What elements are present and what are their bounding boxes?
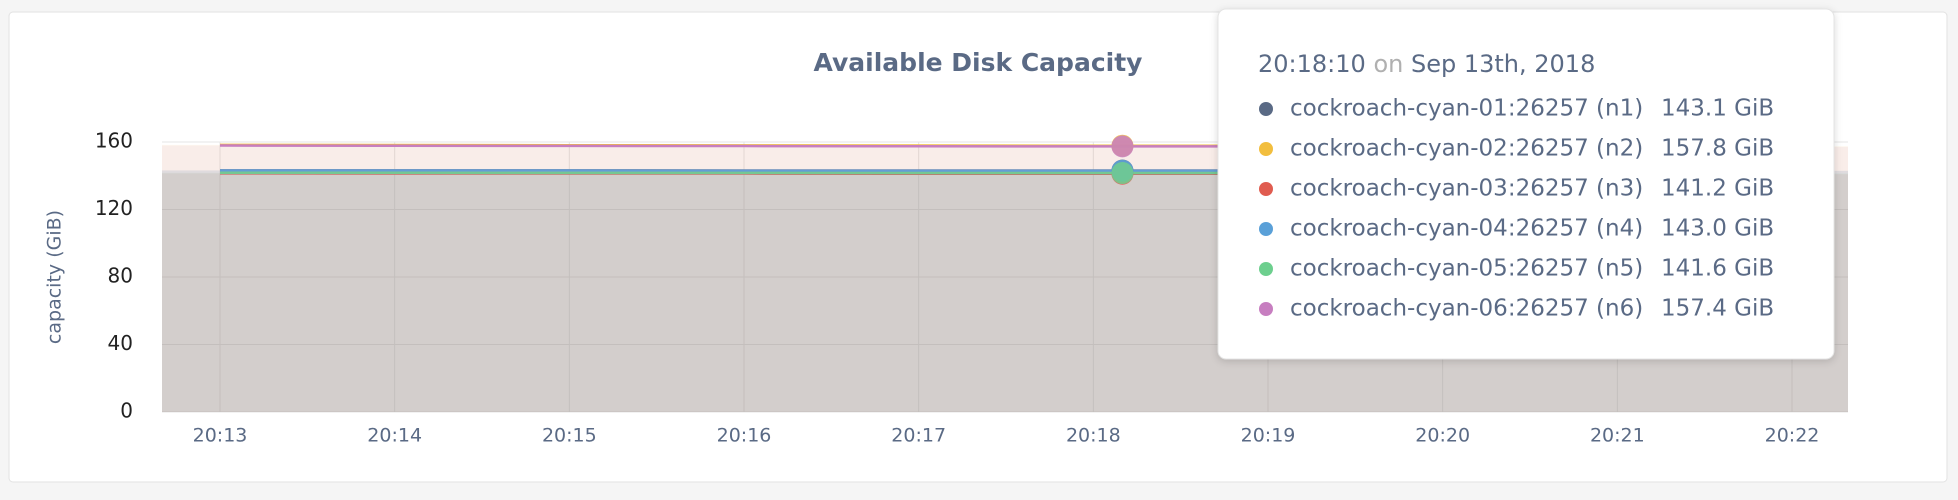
legend-name: cockroach-cyan-02:26257 (n2) (1290, 136, 1643, 162)
x-tick-label: 20:21 (1590, 425, 1645, 447)
tooltip-value: 141.6 GiB (1661, 256, 1774, 282)
x-tick-label: 20:18 (1066, 425, 1121, 447)
x-tick-label: 20:15 (542, 425, 597, 447)
legend-dot (1259, 222, 1273, 236)
hover-point (1111, 162, 1133, 184)
legend-name: cockroach-cyan-04:26257 (n4) (1290, 216, 1643, 242)
tooltip-time: 20:18:10 (1258, 50, 1366, 78)
tooltip-header: 20:18:10 on Sep 13th, 2018 (1258, 50, 1595, 78)
x-tick-label: 20:20 (1415, 425, 1470, 447)
legend-dot (1259, 182, 1273, 196)
tooltip-value: 157.8 GiB (1661, 136, 1774, 162)
tooltip-date: Sep 13th, 2018 (1411, 50, 1595, 78)
y-tick-label: 0 (120, 399, 133, 423)
x-tick-label: 20:13 (193, 425, 248, 447)
hover-point (1111, 135, 1133, 157)
x-tick-label: 20:22 (1765, 425, 1820, 447)
tooltip-value: 143.0 GiB (1661, 216, 1774, 242)
tooltip-value: 157.4 GiB (1661, 296, 1774, 322)
y-axis-label: capacity (GiB) (44, 210, 66, 344)
x-tick-label: 20:14 (367, 425, 422, 447)
tooltip-value: 141.2 GiB (1661, 176, 1774, 202)
chart-title: Available Disk Capacity (814, 48, 1143, 77)
y-tick-label: 120 (95, 196, 133, 220)
legend-dot (1259, 302, 1273, 316)
legend-dot (1259, 142, 1273, 156)
legend-name: cockroach-cyan-05:26257 (n5) (1290, 256, 1643, 282)
x-tick-label: 20:19 (1241, 425, 1296, 447)
legend-name: cockroach-cyan-01:26257 (n1) (1290, 96, 1643, 122)
tooltip-value: 143.1 GiB (1661, 96, 1774, 122)
tooltip-on: on (1373, 50, 1403, 78)
y-tick-label: 160 (95, 129, 133, 153)
y-tick-label: 40 (108, 331, 133, 355)
x-tick-label: 20:16 (717, 425, 772, 447)
x-tick-label: 20:17 (891, 425, 946, 447)
legend-dot (1259, 102, 1273, 116)
y-tick-label: 80 (108, 264, 133, 288)
legend-name: cockroach-cyan-03:26257 (n3) (1290, 176, 1643, 202)
legend-dot (1259, 262, 1273, 276)
legend-name: cockroach-cyan-06:26257 (n6) (1290, 296, 1643, 322)
